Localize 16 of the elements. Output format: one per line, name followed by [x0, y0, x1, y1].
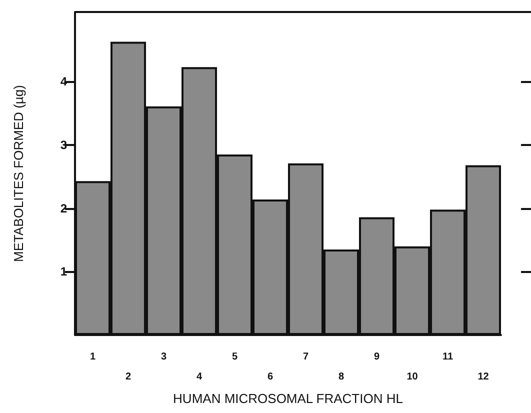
x-tick-label: 12: [478, 372, 490, 382]
y-axis-title: METABOLITES FORMED (µg): [11, 85, 26, 262]
x-tick-label: 6: [267, 372, 274, 382]
x-tick-label: 2: [125, 372, 132, 382]
x-tick-label: 9: [374, 352, 380, 362]
x-tick-label: 7: [302, 352, 309, 362]
x-tick-label: 4: [196, 372, 202, 382]
x-tick-label: 8: [338, 372, 344, 382]
x-axis-title: HUMAN MICROSOMAL FRACTION HL: [173, 390, 403, 406]
x-tick-label: 1: [90, 352, 96, 362]
y-tick-label: 1: [60, 264, 68, 279]
x-tick-label: 3: [160, 352, 167, 362]
x-tick-label: 5: [232, 352, 238, 362]
y-tick-label: 2: [60, 201, 68, 216]
x-tick-label: 10: [406, 372, 418, 382]
x-tick-label: 11: [442, 352, 454, 362]
